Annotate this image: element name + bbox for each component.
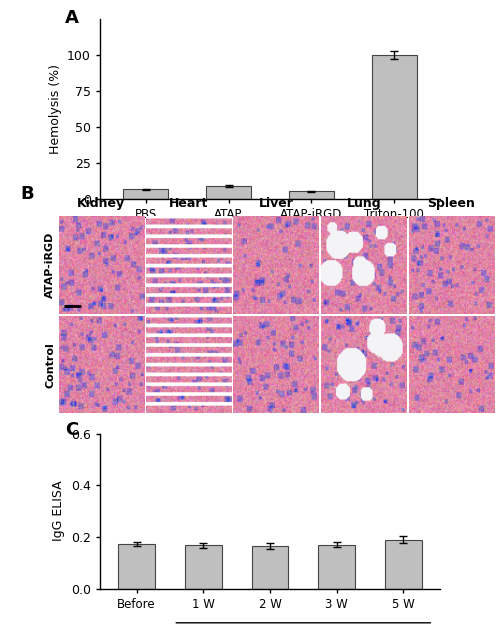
Text: Kidney: Kidney: [77, 197, 126, 210]
Bar: [252, 546, 288, 589]
Text: Spleen: Spleen: [428, 197, 475, 210]
Text: C: C: [65, 421, 78, 439]
Text: Control: Control: [45, 342, 55, 387]
Bar: [185, 545, 222, 589]
Text: Lung: Lung: [346, 197, 381, 210]
Text: B: B: [20, 185, 34, 203]
Bar: [206, 185, 252, 199]
Bar: [288, 191, 335, 199]
Text: Heart: Heart: [169, 197, 208, 210]
Text: ATAP-iRGD: ATAP-iRGD: [45, 232, 55, 298]
Bar: [318, 545, 355, 589]
Bar: [118, 544, 155, 589]
Bar: [385, 539, 422, 589]
Y-axis label: IgG ELISA: IgG ELISA: [52, 481, 66, 541]
Bar: [372, 55, 417, 199]
Text: A: A: [65, 9, 79, 27]
Bar: [123, 189, 168, 199]
Text: Liver: Liver: [259, 197, 294, 210]
Y-axis label: Hemolysis (%): Hemolysis (%): [48, 64, 62, 154]
